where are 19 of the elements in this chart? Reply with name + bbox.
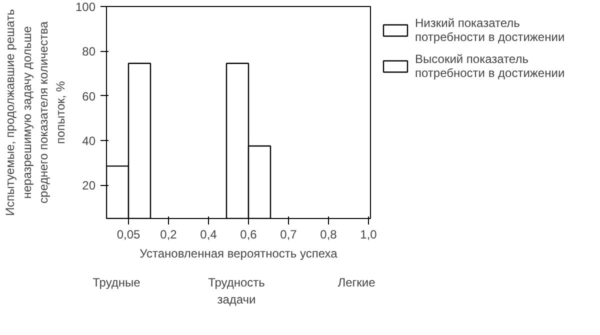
y-tick-label: 60	[82, 89, 96, 104]
x-axis-title: Установленная вероятность успеха	[140, 246, 338, 260]
x-tick-label: 0,7	[280, 228, 298, 242]
x-tick-label: 0,4	[200, 228, 218, 242]
x-tick-label: 1,0	[360, 228, 378, 242]
x-tick-label: 0,8	[320, 228, 338, 242]
y-tick-label: 80	[82, 44, 96, 59]
text: Трудные	[92, 276, 141, 290]
legend-label: Высокий показатель потребности в достижении	[415, 52, 565, 80]
x-tick-label: 0,2	[160, 228, 178, 242]
legend-label: Низкий показатель потребности в достижении	[415, 16, 565, 44]
y-tick-label: 20	[82, 178, 96, 193]
y-tick-label: 40	[82, 134, 96, 148]
text: Трудность задачи	[208, 276, 265, 306]
y-axis-title: Испытуемые, продолжавшие решать неразрешимую задачу дольше среднего показателя количества попыток, %	[3, 9, 68, 216]
x-tick-label: 0,05	[116, 228, 141, 242]
y-tick-label: 100	[75, 0, 96, 14]
x-tick-label: 0,6	[240, 228, 258, 242]
text: Легкие	[338, 276, 376, 290]
